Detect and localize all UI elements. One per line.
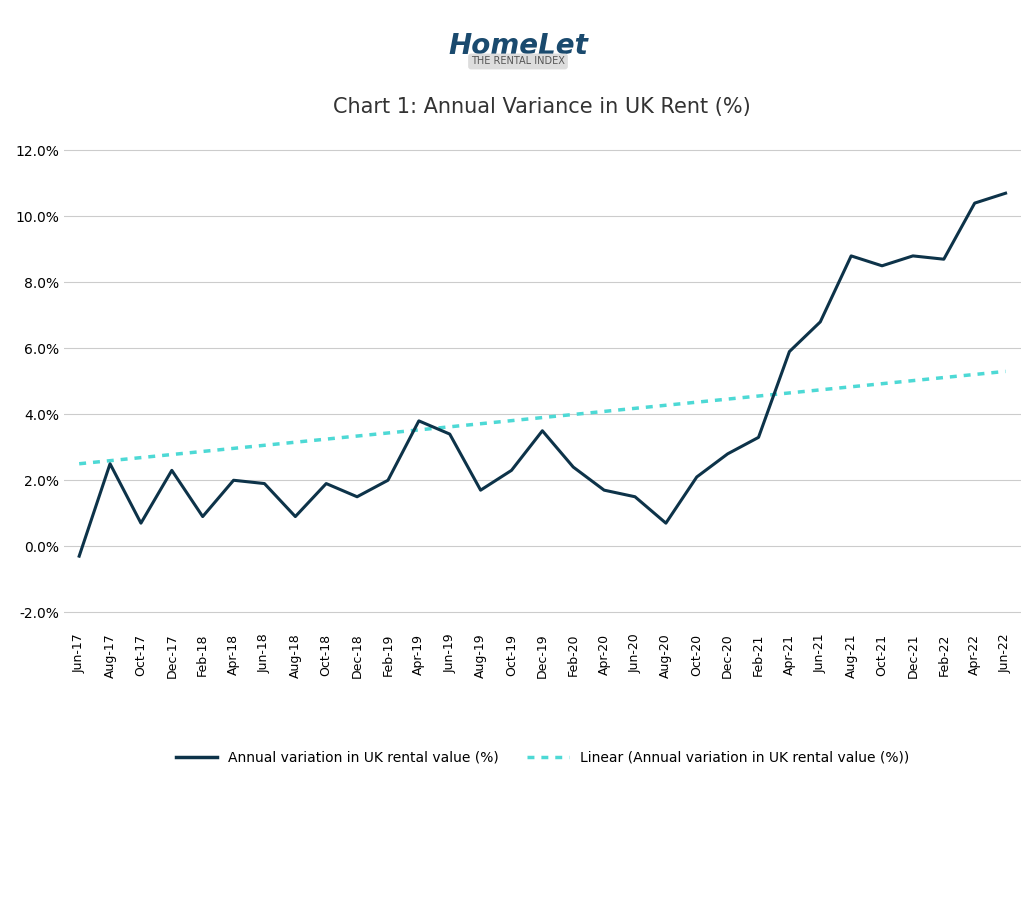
Title: Chart 1: Annual Variance in UK Rent (%): Chart 1: Annual Variance in UK Rent (%)	[334, 97, 751, 117]
Text: THE RENTAL INDEX: THE RENTAL INDEX	[471, 56, 565, 67]
Legend: Annual variation in UK rental value (%), Linear (Annual variation in UK rental v: Annual variation in UK rental value (%),…	[170, 745, 915, 771]
Text: HomeLet: HomeLet	[448, 32, 588, 60]
